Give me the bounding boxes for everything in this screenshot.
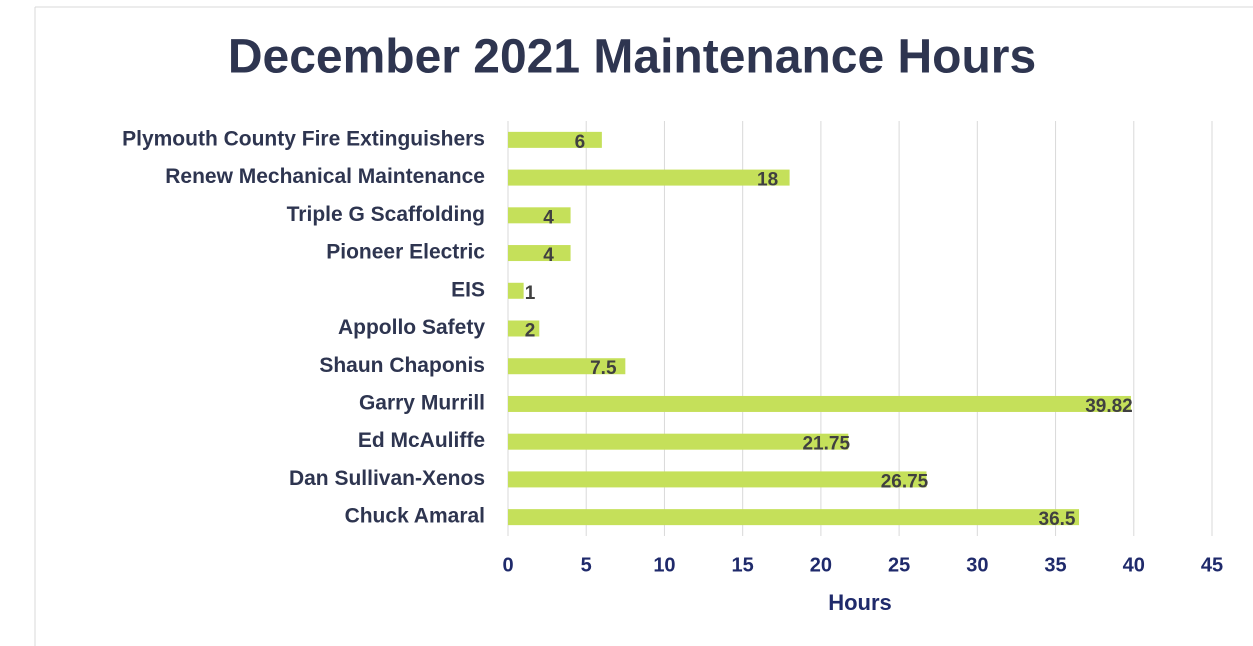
bar [508,169,790,186]
data-label: 7.5 [590,358,617,379]
x-axis-label: Hours [828,590,892,615]
x-tick-label: 40 [1123,554,1145,576]
data-label: 18 [757,170,778,191]
bar [508,320,540,337]
data-label: 39.82 [1085,396,1133,417]
bar [508,207,571,224]
data-label: 6 [575,132,586,153]
x-tick-label: 30 [966,554,988,576]
data-label: 2 [525,321,536,342]
data-label: 21.75 [802,434,850,455]
y-tick-label: Appollo Safety [338,316,485,339]
bar [508,509,1080,526]
x-tick-label: 25 [888,554,910,576]
y-tick-label: Chuck Amaral [345,505,485,528]
x-tick-label: 0 [502,554,513,576]
y-tick-label: Shaun Chaponis [319,354,485,377]
data-label: 1 [525,283,536,304]
x-tick-label: 45 [1201,554,1223,576]
x-tick-label: 15 [732,554,754,576]
data-label: 4 [543,245,554,266]
y-tick-label: Renew Mechanical Maintenance [165,165,485,188]
bar [508,245,571,262]
bar [508,131,602,148]
x-tick-label: 5 [581,554,592,576]
bar [508,358,626,375]
y-tick-label: EIS [451,278,485,301]
y-tick-label: Plymouth County Fire Extinguishers [122,127,485,150]
data-label: 26.75 [881,471,929,492]
y-tick-label: Pioneer Electric [326,241,485,264]
y-tick-label: Triple G Scaffolding [287,203,485,226]
bar [508,471,927,488]
x-tick-label: 20 [810,554,832,576]
x-tick-label: 35 [1044,554,1066,576]
x-tick-label: 10 [653,554,675,576]
y-tick-label: Dan Sullivan-Xenos [289,467,485,490]
y-tick-label: Ed McAuliffe [358,429,485,452]
bar [508,395,1131,412]
bar [508,433,849,450]
y-tick-label: Garry Murrill [359,392,485,415]
data-label: 4 [543,207,554,228]
data-label: 36.5 [1039,509,1076,530]
bar [508,282,524,299]
chart-title: December 2021 Maintenance Hours [228,31,1036,84]
